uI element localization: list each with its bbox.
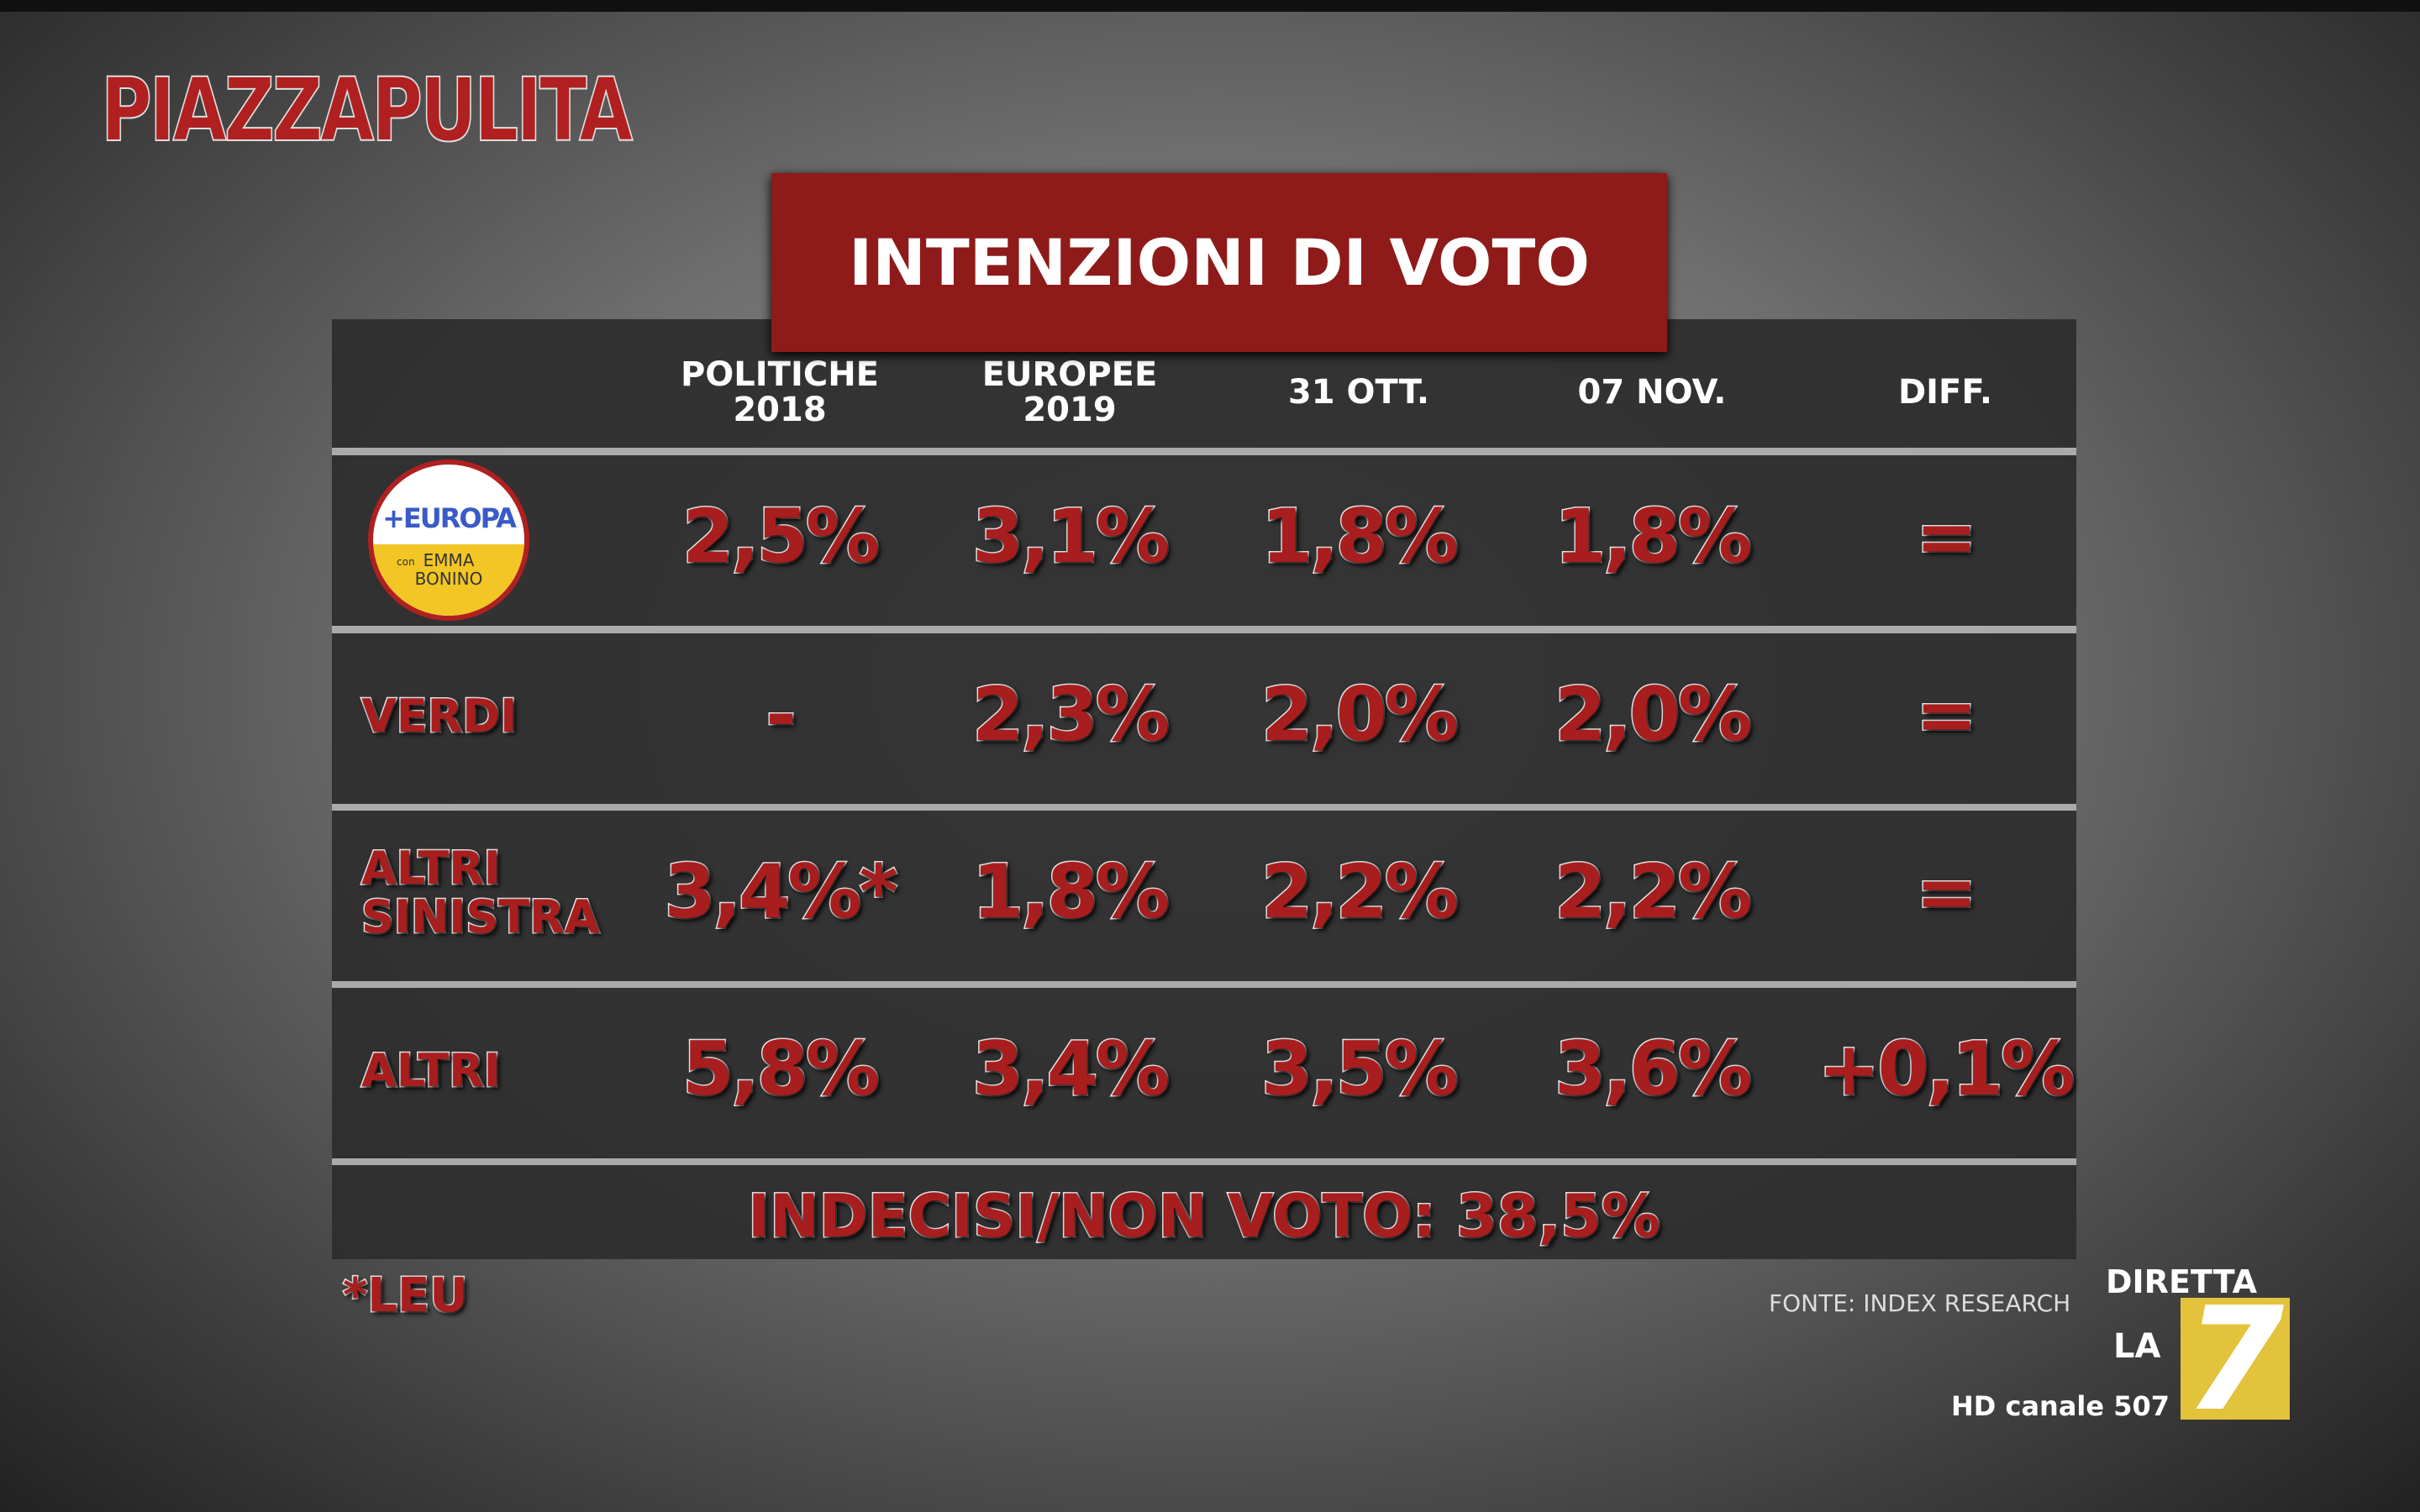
footer-row: INDECISI/NON VOTO: 38,5% xyxy=(332,1165,2076,1259)
channel-logo: DIRETTA LA 7 xyxy=(2101,1260,2302,1443)
cell-value: - xyxy=(765,670,797,759)
column-header: EUROPEE 2019 xyxy=(981,355,1158,429)
cell-value: 2,3% xyxy=(971,670,1171,759)
table-row: ALTRI 5,8% 3,4% 3,5% 3,6% +0,1% xyxy=(332,988,2076,1166)
channel-la: LA xyxy=(2113,1327,2161,1366)
cell-value: 3,1% xyxy=(971,492,1171,581)
cell-value: 1,8% xyxy=(1260,492,1460,581)
cell-value: = xyxy=(1914,848,1979,937)
column-header: 31 OTT. xyxy=(1287,373,1430,412)
cell-value: 2,2% xyxy=(1553,848,1753,937)
channel-seven: 7 xyxy=(2185,1277,2285,1443)
note: *LEU xyxy=(342,1268,470,1325)
top-bar xyxy=(0,0,2420,12)
column-header: DIFF. xyxy=(1897,373,1993,412)
channel-hd: HD canale 507 xyxy=(1951,1390,2170,1422)
cell-value: 3,4% xyxy=(971,1025,1171,1114)
channel-box xyxy=(2181,1298,2290,1420)
logo-leader: EMMA BONINO xyxy=(414,550,483,589)
table-row: VERDI - 2,3% 2,0% 2,0% = xyxy=(332,633,2076,811)
row-label: ALTRI SINISTRA xyxy=(360,842,601,943)
cell-value: 3,5% xyxy=(1260,1025,1460,1114)
party-logo: +EUROPA con EMMA BONINO xyxy=(368,459,529,621)
cell-value: 1,8% xyxy=(971,848,1171,937)
row-label: VERDI xyxy=(360,690,518,743)
footer-text: INDECISI/NON VOTO: 38,5% xyxy=(747,1181,1662,1252)
cell-value: = xyxy=(1914,670,1979,759)
table-row: +EUROPA con EMMA BONINO 2,5% 3,1% 1,8% 1,8% = xyxy=(332,455,2076,633)
cell-value: 3,4%* xyxy=(663,848,899,937)
logo-name: +EUROPA xyxy=(382,502,517,534)
source: FONTE: INDEX RESEARCH xyxy=(1769,1289,2071,1317)
column-header: POLITICHE 2018 xyxy=(680,355,879,429)
logo-band: con EMMA BONINO xyxy=(373,544,524,616)
cell-value: 2,0% xyxy=(1553,670,1753,759)
table-row: ALTRI SINISTRA 3,4%* 1,8% 2,2% 2,2% = xyxy=(332,811,2076,989)
cell-value: 3,6% xyxy=(1553,1025,1753,1114)
cell-value: 2,2% xyxy=(1260,848,1460,937)
title: INTENZIONI DI VOTO xyxy=(771,173,1667,352)
channel-live: DIRETTA xyxy=(2106,1263,2258,1300)
cell-value: +0,1% xyxy=(1817,1025,2076,1114)
cell-value: 5,8% xyxy=(681,1025,881,1114)
cell-value: = xyxy=(1914,492,1979,581)
column-header: 07 NOV. xyxy=(1577,373,1727,412)
brand: PIAZZAPULITA xyxy=(100,58,634,162)
cell-value: 2,0% xyxy=(1260,670,1460,759)
cell-value: 2,5% xyxy=(681,492,881,581)
row-label: ALTRI xyxy=(360,1044,502,1097)
logo-with: con xyxy=(397,556,415,568)
table: POLITICHE 2018 EUROPEE 2019 31 OTT. 07 NOV.… xyxy=(332,319,2076,1263)
cell-value: 1,8% xyxy=(1553,492,1753,581)
